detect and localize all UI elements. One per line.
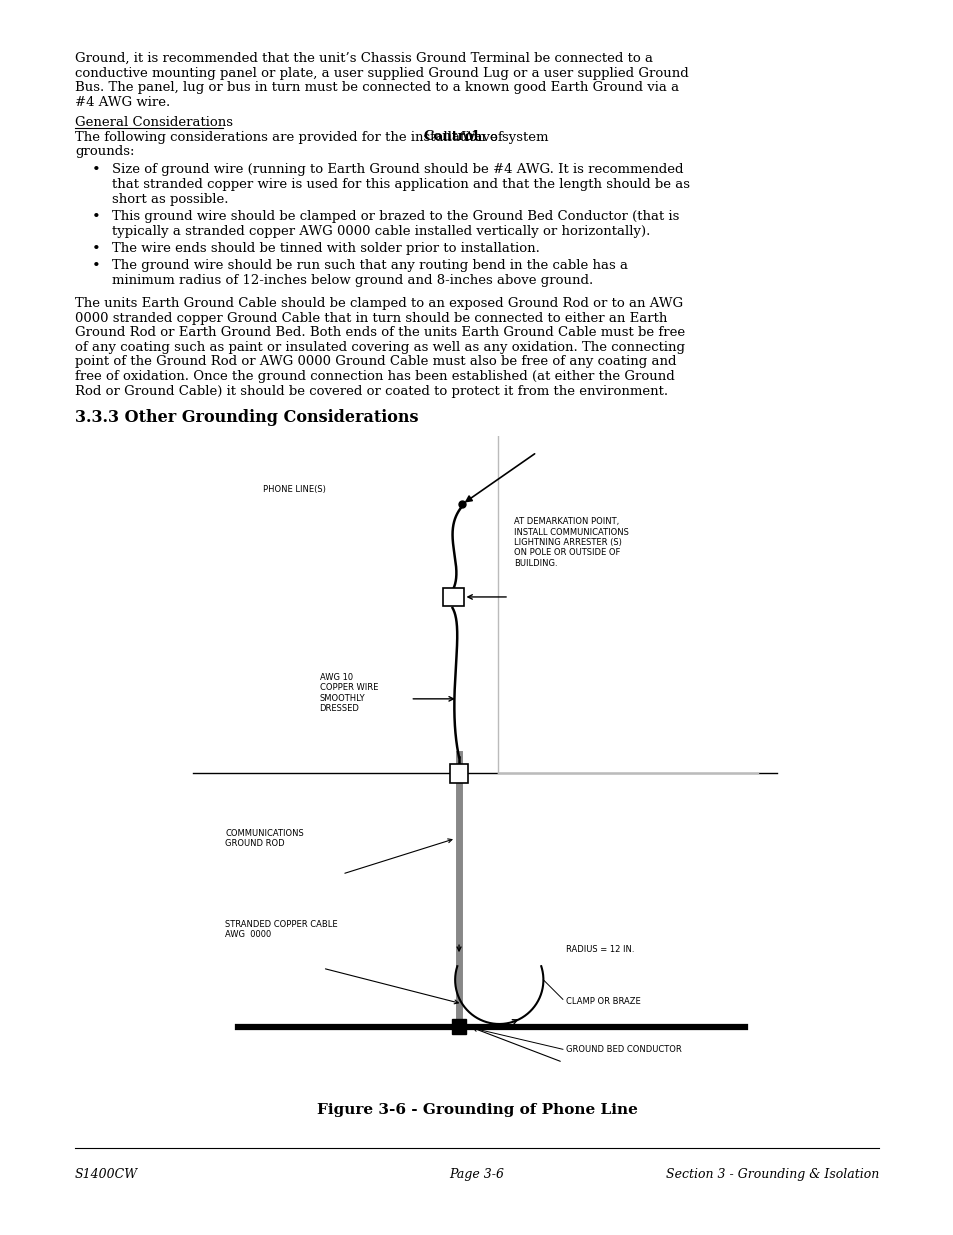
Text: free of oxidation. Once the ground connection has been established (at either th: free of oxidation. Once the ground conne… (75, 370, 674, 383)
Text: Size of ground wire (running to Earth Ground should be #4 AWG. It is recommended: Size of ground wire (running to Earth Gr… (112, 163, 682, 177)
Text: point of the Ground Rod or AWG 0000 Ground Cable must also be free of any coatin: point of the Ground Rod or AWG 0000 Grou… (75, 356, 676, 368)
Text: Ground Rod or Earth Ground Bed. Both ends of the units Earth Ground Cable must b: Ground Rod or Earth Ground Bed. Both end… (75, 326, 684, 340)
Text: GROUND BED CONDUCTOR: GROUND BED CONDUCTOR (565, 1045, 681, 1053)
Text: Rod or Ground Cable) it should be covered or coated to protect it from the envir: Rod or Ground Cable) it should be covere… (75, 384, 667, 398)
Text: short as possible.: short as possible. (112, 193, 229, 205)
Text: •: • (91, 242, 101, 256)
Bar (442, 588, 463, 606)
Text: Figure 3-6 - Grounding of Phone Line: Figure 3-6 - Grounding of Phone Line (316, 1103, 637, 1116)
Text: •: • (91, 163, 101, 178)
Text: that stranded copper wire is used for this application and that the length shoul: that stranded copper wire is used for th… (112, 178, 689, 191)
Text: STRANDED COPPER CABLE
AWG  0000: STRANDED COPPER CABLE AWG 0000 (225, 920, 337, 939)
Text: Ground, it is recommended that the unit’s Chassis Ground Terminal be connected t: Ground, it is recommended that the unit’… (75, 52, 652, 65)
Text: 0000 stranded copper Ground Cable that in turn should be connected to either an : 0000 stranded copper Ground Cable that i… (75, 312, 667, 325)
Text: conductive mounting panel or plate, a user supplied Ground Lug or a user supplie: conductive mounting panel or plate, a us… (75, 67, 688, 79)
Text: S1400CW: S1400CW (75, 1168, 138, 1181)
Bar (450, 764, 468, 783)
Text: Page 3-6: Page 3-6 (449, 1168, 504, 1181)
Text: AWG 10
COPPER WIRE
SMOOTHLY
DRESSED: AWG 10 COPPER WIRE SMOOTHLY DRESSED (319, 673, 377, 713)
Text: RADIUS = 12 IN.: RADIUS = 12 IN. (565, 946, 634, 955)
Text: Section 3 - Grounding & Isolation: Section 3 - Grounding & Isolation (665, 1168, 878, 1181)
Text: PHONE LINE(S): PHONE LINE(S) (263, 485, 326, 494)
Text: General Considerations: General Considerations (75, 116, 233, 128)
Text: This ground wire should be clamped or brazed to the Ground Bed Conductor (that i: This ground wire should be clamped or br… (112, 210, 679, 224)
Text: The units Earth Ground Cable should be clamped to an exposed Ground Rod or to an: The units Earth Ground Cable should be c… (75, 298, 682, 310)
Text: Wave system: Wave system (462, 131, 548, 143)
Bar (452, 1019, 466, 1034)
Text: The ground wire should be run such that any routing bend in the cable has a: The ground wire should be run such that … (112, 259, 627, 273)
Text: The following considerations are provided for the installation of: The following considerations are provide… (75, 131, 506, 143)
Text: Bus. The panel, lug or bus in turn must be connected to a known good Earth Groun: Bus. The panel, lug or bus in turn must … (75, 82, 679, 94)
Text: Control: Control (423, 131, 478, 143)
Text: AT DEMARKATION POINT,
INSTALL COMMUNICATIONS
LIGHTNING ARRESTER (S)
ON POLE OR O: AT DEMARKATION POINT, INSTALL COMMUNICAT… (514, 517, 628, 568)
Text: CLAMP OR BRAZE: CLAMP OR BRAZE (565, 998, 640, 1007)
Text: •: • (91, 259, 101, 273)
Text: •: • (91, 210, 101, 224)
Text: 3.3.3 Other Grounding Considerations: 3.3.3 Other Grounding Considerations (75, 409, 418, 426)
Text: of any coating such as paint or insulated covering as well as any oxidation. The: of any coating such as paint or insulate… (75, 341, 684, 354)
Text: minimum radius of 12-inches below ground and 8-inches above ground.: minimum radius of 12-inches below ground… (112, 274, 593, 287)
Text: #4 AWG wire.: #4 AWG wire. (75, 95, 170, 109)
Text: The wire ends should be tinned with solder prior to installation.: The wire ends should be tinned with sold… (112, 242, 539, 254)
Text: typically a stranded copper AWG 0000 cable installed vertically or horizontally): typically a stranded copper AWG 0000 cab… (112, 225, 650, 237)
Text: COMMUNICATIONS
GROUND ROD: COMMUNICATIONS GROUND ROD (225, 829, 304, 848)
Text: grounds:: grounds: (75, 144, 134, 158)
